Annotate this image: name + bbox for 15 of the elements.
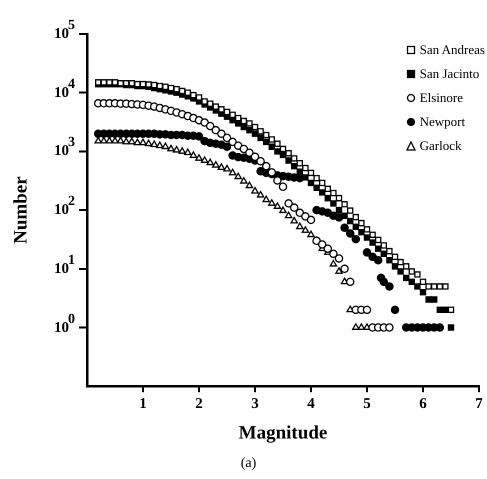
x-tick-label: 5 bbox=[363, 396, 371, 412]
x-tick-label: 2 bbox=[195, 396, 203, 412]
legend-label: Garlock bbox=[420, 137, 462, 155]
legend-label: Newport bbox=[420, 113, 466, 131]
x-tick-label: 1 bbox=[139, 396, 147, 412]
text: (a) bbox=[240, 456, 257, 471]
x-tick-label: 6 bbox=[419, 396, 428, 412]
legend-label: San Jacinto bbox=[420, 65, 480, 83]
x-tick-label: 3 bbox=[251, 396, 259, 412]
x-axis-title: Magnitude bbox=[238, 422, 328, 444]
legend-label: San Andreas bbox=[420, 41, 485, 59]
x-tick-label: 7 bbox=[475, 396, 484, 412]
y-axis-title: Number bbox=[10, 176, 32, 244]
x-tick-label: 4 bbox=[307, 396, 316, 412]
legend-label: Elsinore bbox=[420, 89, 463, 107]
